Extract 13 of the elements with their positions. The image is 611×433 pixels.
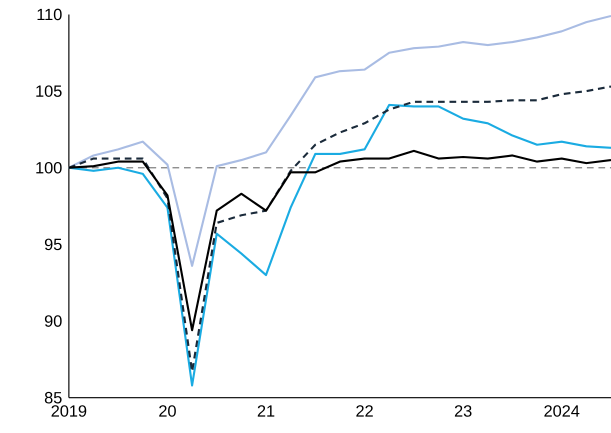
- x-tick-label: 20: [159, 405, 176, 417]
- y-tick-label: 110: [38, 8, 62, 20]
- y-tick-label: 85: [44, 392, 62, 404]
- y-tick-label: 95: [44, 238, 62, 250]
- x-tick-label: 2024: [544, 405, 580, 417]
- x-tick-label: 21: [258, 405, 274, 416]
- line-series: [68, 14, 611, 267]
- x-tick-label: 2019: [52, 405, 86, 417]
- x-tick-label: 22: [356, 405, 373, 416]
- y-tick-label: 105: [36, 85, 62, 97]
- x-tick-label: 23: [454, 405, 472, 417]
- y-tick-label: 100: [36, 162, 62, 174]
- y-tick-label: 90: [44, 315, 62, 327]
